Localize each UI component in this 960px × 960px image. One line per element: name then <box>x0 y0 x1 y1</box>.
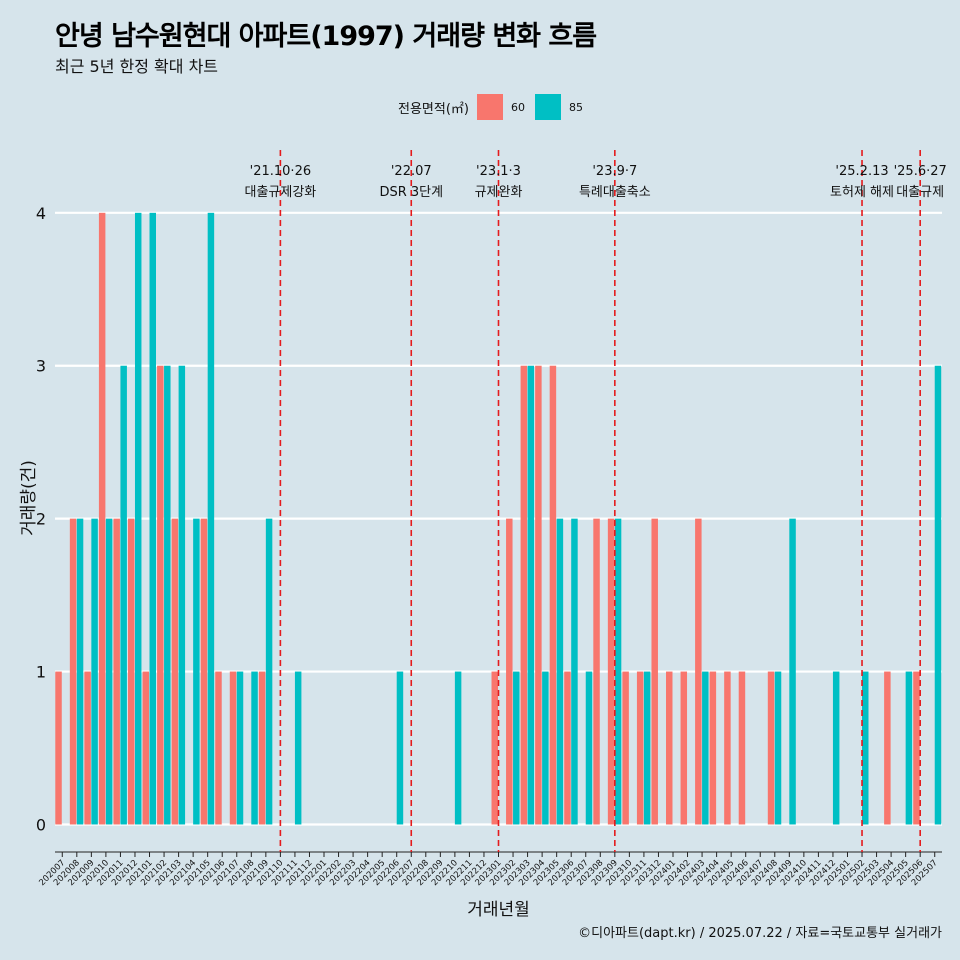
bar-85-202303 <box>527 365 535 825</box>
bar-85-202305 <box>556 518 564 825</box>
policy-date-3: '23.9·7 <box>592 164 637 179</box>
bar-85-202307 <box>585 671 593 825</box>
y-tick-label-0: 0 <box>36 815 46 834</box>
bar-85-202210 <box>454 671 462 825</box>
bar-60-202101 <box>142 671 150 825</box>
bar-85-202311 <box>643 671 651 825</box>
chart-subtitle: 최근 5년 한정 확대 차트 <box>55 57 219 76</box>
bar-60-202310 <box>622 671 629 825</box>
bar-60-202403 <box>695 518 702 825</box>
y-tick-label-4: 4 <box>36 204 46 223</box>
bar-85-202010 <box>105 518 113 825</box>
bar-85-202304 <box>542 671 549 825</box>
policy-label-3: 특례대출축소 <box>579 185 651 200</box>
bar-60-202009 <box>84 671 91 825</box>
bar-85-202409 <box>789 518 796 825</box>
bar-85-202408 <box>774 671 782 825</box>
bar-60-202506 <box>913 671 920 825</box>
bar-60-202312 <box>651 518 658 825</box>
legend-label-85: 85 <box>568 100 583 114</box>
bar-85-202412 <box>832 671 840 825</box>
bar-60-202406 <box>738 671 746 825</box>
bar-60-202301 <box>491 671 498 825</box>
bar-60-202302 <box>506 518 513 825</box>
policy-label-4: 토허제 해제 <box>830 185 894 200</box>
bar-85-202107 <box>236 671 244 825</box>
y-tick-label-2: 2 <box>36 510 46 529</box>
bar-85-202309 <box>614 518 622 825</box>
bar-60-202007 <box>55 671 62 825</box>
bar-85-202101 <box>149 212 156 825</box>
x-axis-title: 거래년월 <box>467 900 530 920</box>
legend-label-60: 60 <box>510 100 525 114</box>
policy-date-5: '25.6·27 <box>894 164 947 179</box>
source-caption: ©디아파트(dapt.kr) / 2025.07.22 / 자료=국토교통부 실… <box>578 926 942 941</box>
policy-label-1: DSR 3단계 <box>379 185 443 200</box>
bar-85-202505 <box>905 671 913 825</box>
bar-60-202308 <box>593 518 600 825</box>
bar-60-202011 <box>113 518 120 825</box>
bar-85-202302 <box>513 671 520 825</box>
bar-85-202103 <box>178 365 186 825</box>
bar-60-202303 <box>520 365 528 825</box>
bar-60-202504 <box>884 671 891 825</box>
legend-swatch-60 <box>476 94 503 120</box>
bar-60-202305 <box>549 365 557 825</box>
bar-85-202111 <box>294 671 302 825</box>
policy-label-5: 대출규제 <box>896 185 944 200</box>
bar-60-202107 <box>229 671 237 825</box>
policy-date-1: '22.07 <box>391 164 432 179</box>
policy-label-2: 규제완화 <box>475 185 523 200</box>
bar-85-202012 <box>134 212 142 825</box>
bar-85-202206 <box>396 671 404 825</box>
legend-item-85: 85 <box>534 94 583 120</box>
policy-date-4: '25.2.13 <box>835 164 888 179</box>
policy-date-2: '23.1·3 <box>476 164 521 179</box>
bar-85-202502 <box>862 671 869 825</box>
policy-date-0: '21.10·26 <box>250 164 311 179</box>
legend-swatch-85 <box>534 94 561 120</box>
bar-85-202403 <box>702 671 709 825</box>
y-axis-title: 거래량(건) <box>19 460 39 536</box>
bar-60-202408 <box>767 671 775 825</box>
bar-85-202507 <box>934 365 942 825</box>
bar-60-202102 <box>157 365 164 825</box>
bar-60-202404 <box>709 671 717 825</box>
bar-60-202401 <box>666 671 673 825</box>
bar-60-202103 <box>171 518 179 825</box>
y-tick-label-3: 3 <box>36 357 46 376</box>
bar-60-202106 <box>215 671 222 825</box>
bar-85-202104 <box>193 518 200 825</box>
bar-85-202008 <box>76 518 84 825</box>
policy-label-0: 대출규제강화 <box>245 185 317 200</box>
bar-85-202306 <box>571 518 578 825</box>
bar-60-202010 <box>98 212 106 825</box>
bar-85-202109 <box>265 518 273 825</box>
bar-60-202309 <box>607 518 615 825</box>
bar-85-202105 <box>207 212 215 825</box>
legend: 전용면적(㎡) 60 85 <box>398 93 593 121</box>
bar-85-202009 <box>91 518 98 825</box>
bar-60-202008 <box>69 518 77 825</box>
bar-60-202109 <box>258 671 266 825</box>
legend-title: 전용면적(㎡) <box>398 101 469 117</box>
bar-60-202304 <box>535 365 542 825</box>
bar-60-202405 <box>724 671 731 825</box>
bar-85-202102 <box>164 365 171 825</box>
bar-85-202108 <box>251 671 258 825</box>
chart-title: 안녕 남수원현대 아파트(1997) 거래량 변화 흐름 <box>55 21 597 52</box>
bar-60-202105 <box>200 518 208 825</box>
bar-60-202012 <box>127 518 135 825</box>
legend-item-60: 60 <box>476 94 525 120</box>
bar-60-202311 <box>636 671 644 825</box>
bar-60-202306 <box>564 671 571 825</box>
bar-60-202402 <box>680 671 688 825</box>
bar-85-202011 <box>120 365 127 825</box>
y-tick-label-1: 1 <box>36 663 46 682</box>
